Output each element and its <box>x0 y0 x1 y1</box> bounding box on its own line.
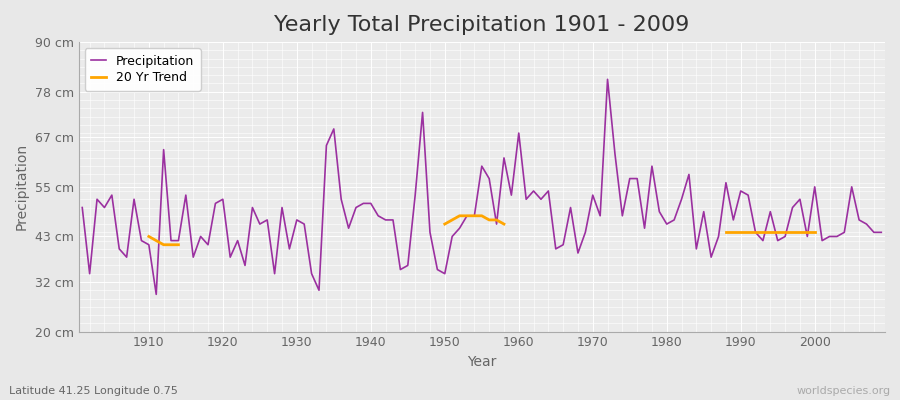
Text: Latitude 41.25 Longitude 0.75: Latitude 41.25 Longitude 0.75 <box>9 386 178 396</box>
Precipitation <box>151 292 162 297</box>
Y-axis label: Precipitation: Precipitation <box>15 143 29 230</box>
Title: Yearly Total Precipitation 1901 - 2009: Yearly Total Precipitation 1901 - 2009 <box>274 15 689 35</box>
Precipitation <box>306 271 317 276</box>
Precipitation <box>616 213 627 218</box>
20 Yr Trend <box>158 242 169 247</box>
20 Yr Trend <box>166 242 176 247</box>
X-axis label: Year: Year <box>467 355 497 369</box>
Precipitation <box>136 238 147 243</box>
Precipitation <box>602 77 613 82</box>
Precipitation <box>513 131 524 136</box>
20 Yr Trend <box>143 234 154 239</box>
Line: Precipitation: Precipitation <box>82 79 881 294</box>
Precipitation <box>521 197 532 202</box>
Precipitation <box>351 205 362 210</box>
Legend: Precipitation, 20 Yr Trend: Precipitation, 20 Yr Trend <box>85 48 201 91</box>
Precipitation <box>76 205 87 210</box>
Text: worldspecies.org: worldspecies.org <box>796 386 891 396</box>
20 Yr Trend <box>173 242 184 247</box>
Line: 20 Yr Trend: 20 Yr Trend <box>148 236 178 245</box>
20 Yr Trend <box>151 238 162 243</box>
Precipitation <box>876 230 886 235</box>
